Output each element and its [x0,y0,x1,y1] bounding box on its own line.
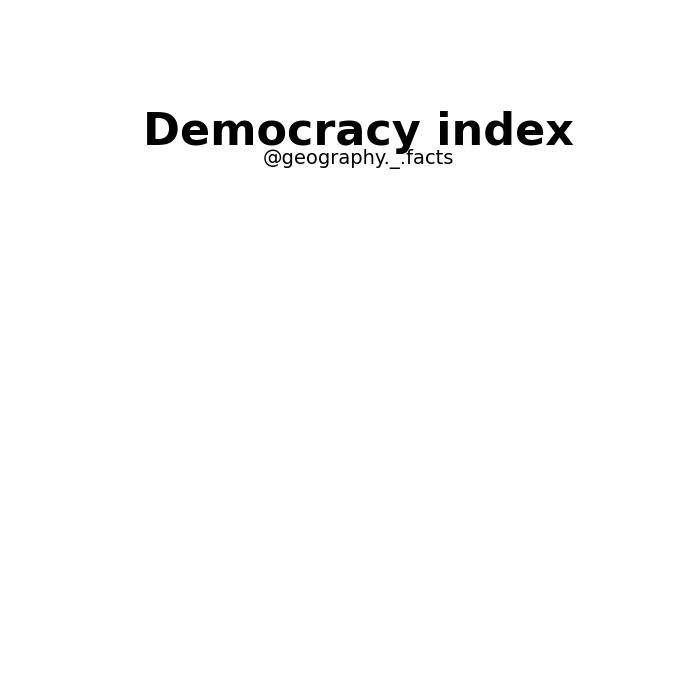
Text: Democracy index: Democracy index [144,111,574,154]
Text: @geography._.facts: @geography._.facts [263,148,454,169]
